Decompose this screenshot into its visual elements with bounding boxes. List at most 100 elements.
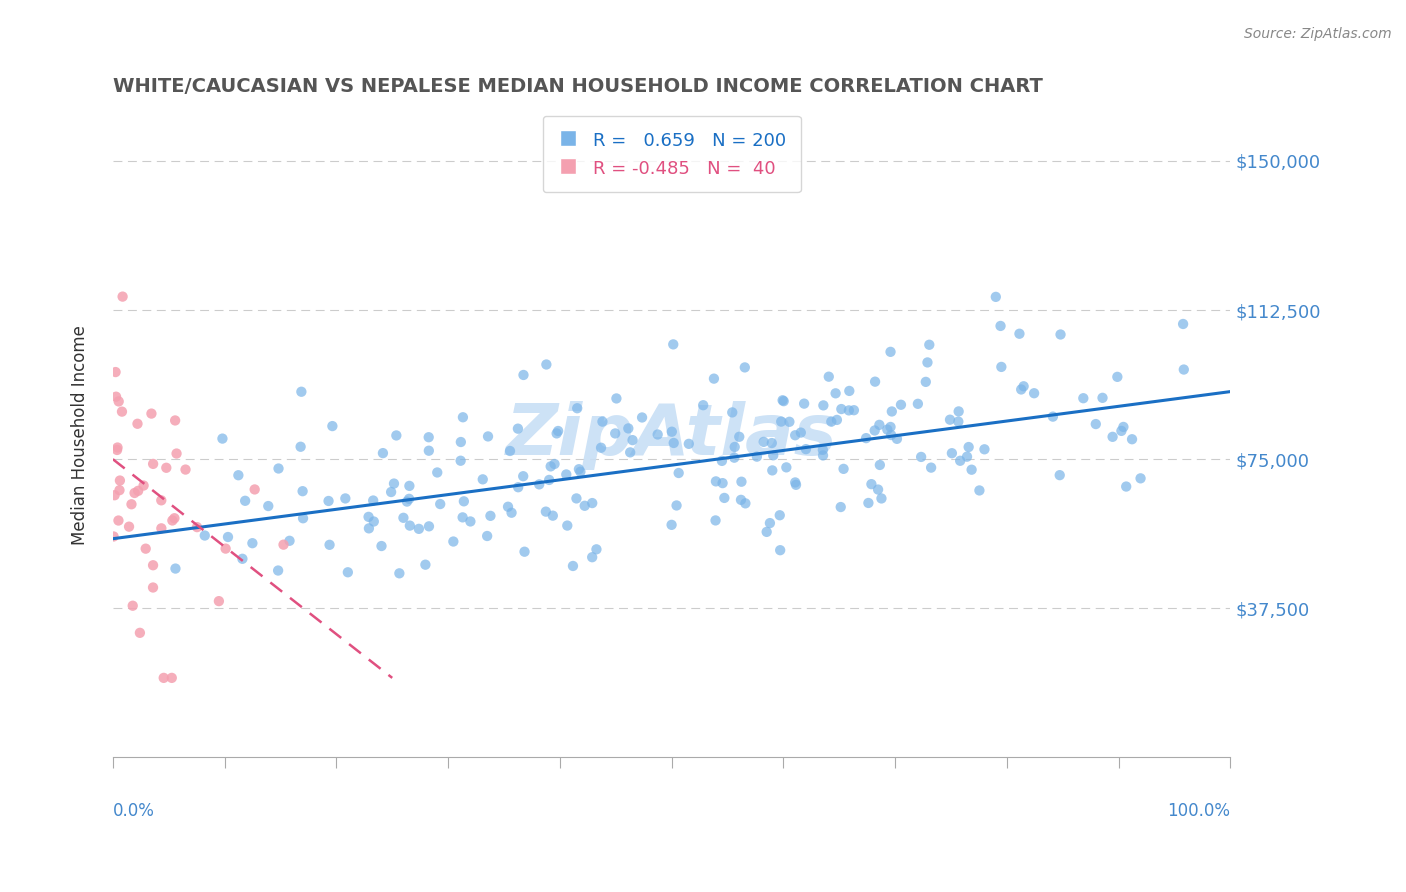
pink bbox=[142, 581, 165, 595]
blue bbox=[724, 440, 747, 454]
pink bbox=[160, 671, 183, 685]
blue bbox=[830, 402, 852, 417]
pink bbox=[124, 486, 146, 500]
blue bbox=[678, 437, 700, 451]
blue bbox=[336, 566, 359, 580]
pink bbox=[127, 483, 149, 498]
blue bbox=[917, 355, 939, 369]
blue bbox=[661, 517, 683, 532]
pink bbox=[243, 483, 266, 497]
pink bbox=[118, 519, 141, 533]
blue bbox=[1173, 362, 1195, 376]
Legend: R =   0.659   N = 200, R = -0.485   N =  40: R = 0.659 N = 200, R = -0.485 N = 40 bbox=[543, 116, 800, 193]
blue bbox=[398, 479, 420, 493]
pink bbox=[155, 460, 177, 475]
blue bbox=[876, 423, 898, 437]
blue bbox=[710, 454, 733, 468]
pink bbox=[127, 417, 149, 431]
blue bbox=[398, 491, 420, 506]
pink bbox=[121, 497, 143, 511]
blue bbox=[730, 475, 752, 489]
blue bbox=[949, 454, 972, 468]
blue bbox=[755, 524, 778, 539]
pink bbox=[105, 442, 128, 457]
blue bbox=[813, 398, 835, 412]
blue bbox=[973, 442, 995, 457]
blue bbox=[385, 428, 408, 442]
blue bbox=[880, 404, 903, 418]
blue bbox=[704, 513, 727, 527]
Text: 0.0%: 0.0% bbox=[112, 803, 155, 821]
blue bbox=[868, 417, 890, 432]
blue bbox=[838, 403, 860, 417]
blue bbox=[914, 375, 936, 389]
blue bbox=[450, 454, 472, 468]
pink bbox=[174, 462, 197, 476]
blue bbox=[547, 424, 569, 438]
blue bbox=[567, 401, 589, 416]
blue bbox=[785, 478, 807, 492]
blue bbox=[842, 403, 865, 417]
blue bbox=[1111, 424, 1133, 438]
blue bbox=[811, 449, 834, 463]
blue bbox=[769, 508, 792, 523]
blue bbox=[290, 440, 312, 454]
pink bbox=[128, 625, 150, 640]
blue bbox=[475, 529, 498, 543]
blue bbox=[838, 384, 860, 398]
blue bbox=[194, 528, 217, 542]
blue bbox=[585, 542, 607, 557]
blue bbox=[941, 446, 963, 460]
blue bbox=[728, 430, 751, 444]
blue bbox=[555, 518, 578, 533]
blue bbox=[713, 491, 735, 505]
blue bbox=[513, 545, 536, 559]
pink bbox=[105, 390, 128, 404]
blue bbox=[869, 458, 891, 472]
blue bbox=[772, 393, 794, 408]
blue bbox=[569, 465, 592, 479]
blue bbox=[734, 360, 756, 375]
blue bbox=[568, 462, 591, 476]
blue bbox=[408, 522, 430, 536]
blue bbox=[1010, 383, 1032, 397]
blue bbox=[761, 463, 783, 477]
blue bbox=[418, 519, 440, 533]
blue bbox=[541, 508, 564, 523]
blue bbox=[496, 500, 519, 514]
blue bbox=[811, 442, 834, 457]
blue bbox=[793, 396, 815, 410]
pink bbox=[214, 541, 236, 556]
pink bbox=[208, 594, 231, 608]
blue bbox=[984, 290, 1007, 304]
blue bbox=[460, 515, 482, 529]
blue bbox=[1115, 479, 1137, 493]
blue bbox=[278, 533, 301, 548]
blue bbox=[858, 496, 880, 510]
blue bbox=[661, 425, 683, 439]
blue bbox=[453, 494, 475, 508]
blue bbox=[501, 506, 523, 520]
blue bbox=[477, 429, 499, 443]
blue bbox=[907, 397, 929, 411]
pink bbox=[107, 441, 129, 455]
blue bbox=[855, 431, 877, 445]
blue bbox=[662, 436, 685, 450]
blue bbox=[870, 491, 893, 506]
blue bbox=[1042, 409, 1064, 424]
blue bbox=[471, 472, 494, 486]
blue bbox=[536, 358, 558, 372]
blue bbox=[1084, 417, 1107, 431]
blue bbox=[665, 499, 688, 513]
blue bbox=[880, 428, 903, 442]
blue bbox=[451, 410, 474, 425]
blue bbox=[506, 422, 529, 436]
pink bbox=[104, 365, 127, 379]
blue bbox=[418, 430, 440, 444]
blue bbox=[761, 436, 783, 450]
blue bbox=[969, 483, 991, 498]
blue bbox=[318, 538, 340, 552]
blue bbox=[668, 466, 690, 480]
blue bbox=[832, 462, 855, 476]
blue bbox=[1101, 430, 1123, 444]
